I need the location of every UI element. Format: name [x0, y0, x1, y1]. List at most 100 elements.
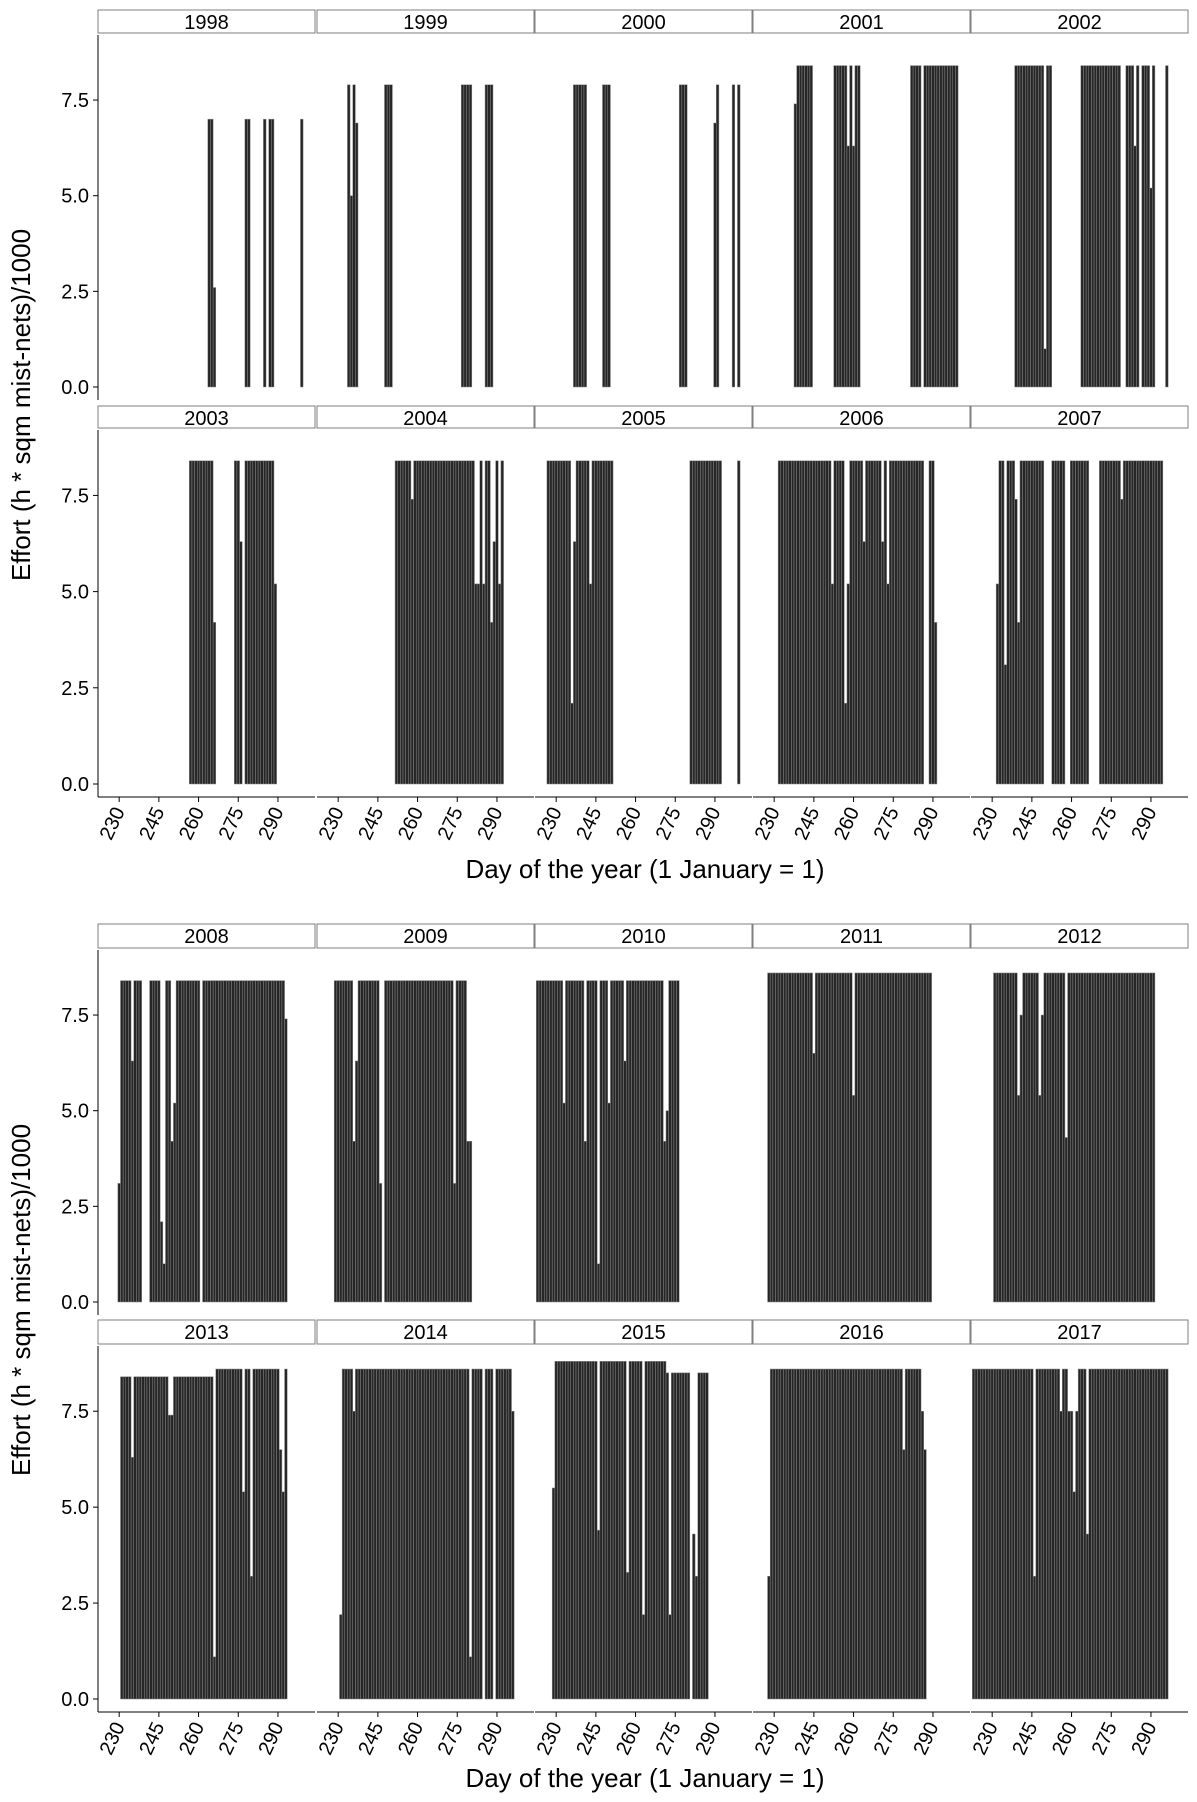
bar [883, 972, 887, 1303]
bar [144, 1376, 148, 1700]
bar [615, 1361, 619, 1700]
bar [450, 460, 454, 785]
bar [1157, 460, 1161, 785]
bar [985, 1368, 989, 1700]
bar [820, 972, 824, 1303]
bar [1014, 972, 1018, 1303]
bar [583, 84, 587, 388]
bar [1011, 1368, 1015, 1700]
bar [1152, 972, 1156, 1303]
bar [1088, 1368, 1092, 1700]
bar [442, 980, 446, 1303]
bar [1017, 1368, 1021, 1700]
bar [360, 1368, 364, 1700]
bar [268, 980, 272, 1303]
bar [255, 1368, 259, 1700]
bar [807, 65, 811, 388]
bar [628, 1361, 632, 1700]
bar [1144, 460, 1148, 785]
bar [453, 1368, 457, 1700]
bar [207, 460, 211, 785]
bar [841, 65, 845, 388]
bar [686, 1372, 691, 1700]
bar [487, 1368, 491, 1700]
bar [249, 1575, 254, 1700]
bar [447, 1368, 451, 1700]
bar [849, 65, 853, 388]
bar [1146, 972, 1150, 1303]
facet-strip-label: 2008 [184, 926, 229, 948]
bar [1144, 972, 1148, 1303]
bar [218, 980, 222, 1303]
bar [236, 460, 240, 785]
bar [389, 980, 393, 1303]
bar [623, 1060, 627, 1303]
bar [271, 118, 275, 388]
bar [557, 460, 561, 785]
bar [599, 980, 603, 1303]
bar [410, 1368, 414, 1700]
bar [1133, 1368, 1137, 1700]
bar [833, 972, 837, 1303]
bar [1040, 460, 1045, 785]
bar [783, 460, 787, 785]
bar [154, 980, 158, 1303]
bar [886, 1368, 890, 1700]
bar [851, 1095, 856, 1303]
bar [1125, 65, 1129, 388]
bar [594, 460, 598, 785]
bar [368, 980, 372, 1303]
bar [191, 1376, 195, 1700]
bar [767, 1575, 771, 1700]
bar [934, 622, 938, 785]
bar [809, 65, 813, 388]
bar [1038, 1095, 1042, 1303]
bar [365, 1368, 369, 1700]
bar [573, 1361, 577, 1700]
bar [649, 1361, 654, 1700]
bar [1003, 972, 1007, 1303]
bar [1085, 460, 1090, 785]
bar [1159, 1368, 1164, 1700]
bar [120, 980, 124, 1303]
bar [252, 980, 256, 1303]
facet-strip-label: 2014 [403, 1322, 448, 1344]
bar [471, 460, 475, 785]
bar [1112, 65, 1116, 388]
bar [347, 1368, 351, 1700]
bar [1146, 65, 1150, 388]
bar [1125, 1368, 1129, 1700]
bar [455, 460, 459, 785]
bar [671, 980, 675, 1303]
bar [700, 1372, 704, 1700]
bar [402, 980, 406, 1303]
bar [777, 1368, 782, 1700]
bar [807, 972, 811, 1303]
bar [1083, 460, 1087, 785]
bar [220, 1368, 224, 1700]
bar [775, 1368, 779, 1700]
bar [1040, 1014, 1045, 1303]
bar [244, 118, 248, 388]
bar [1125, 460, 1129, 785]
y-tick-label: 7.5 [61, 1005, 89, 1027]
bar [381, 1368, 385, 1700]
bar [257, 1368, 262, 1700]
bar [665, 1110, 669, 1303]
bar [663, 1361, 667, 1700]
bar [223, 1368, 227, 1700]
bar [437, 1368, 441, 1700]
bar [1152, 65, 1156, 388]
bar [234, 980, 238, 1303]
bar [1104, 65, 1108, 388]
bar [652, 980, 656, 1303]
bar [875, 972, 879, 1303]
bar [413, 460, 417, 785]
bar [1051, 1368, 1055, 1700]
bar [255, 460, 259, 785]
bar [1009, 1368, 1013, 1700]
bar [565, 460, 569, 785]
bar [1138, 460, 1142, 785]
bar [136, 980, 140, 1303]
